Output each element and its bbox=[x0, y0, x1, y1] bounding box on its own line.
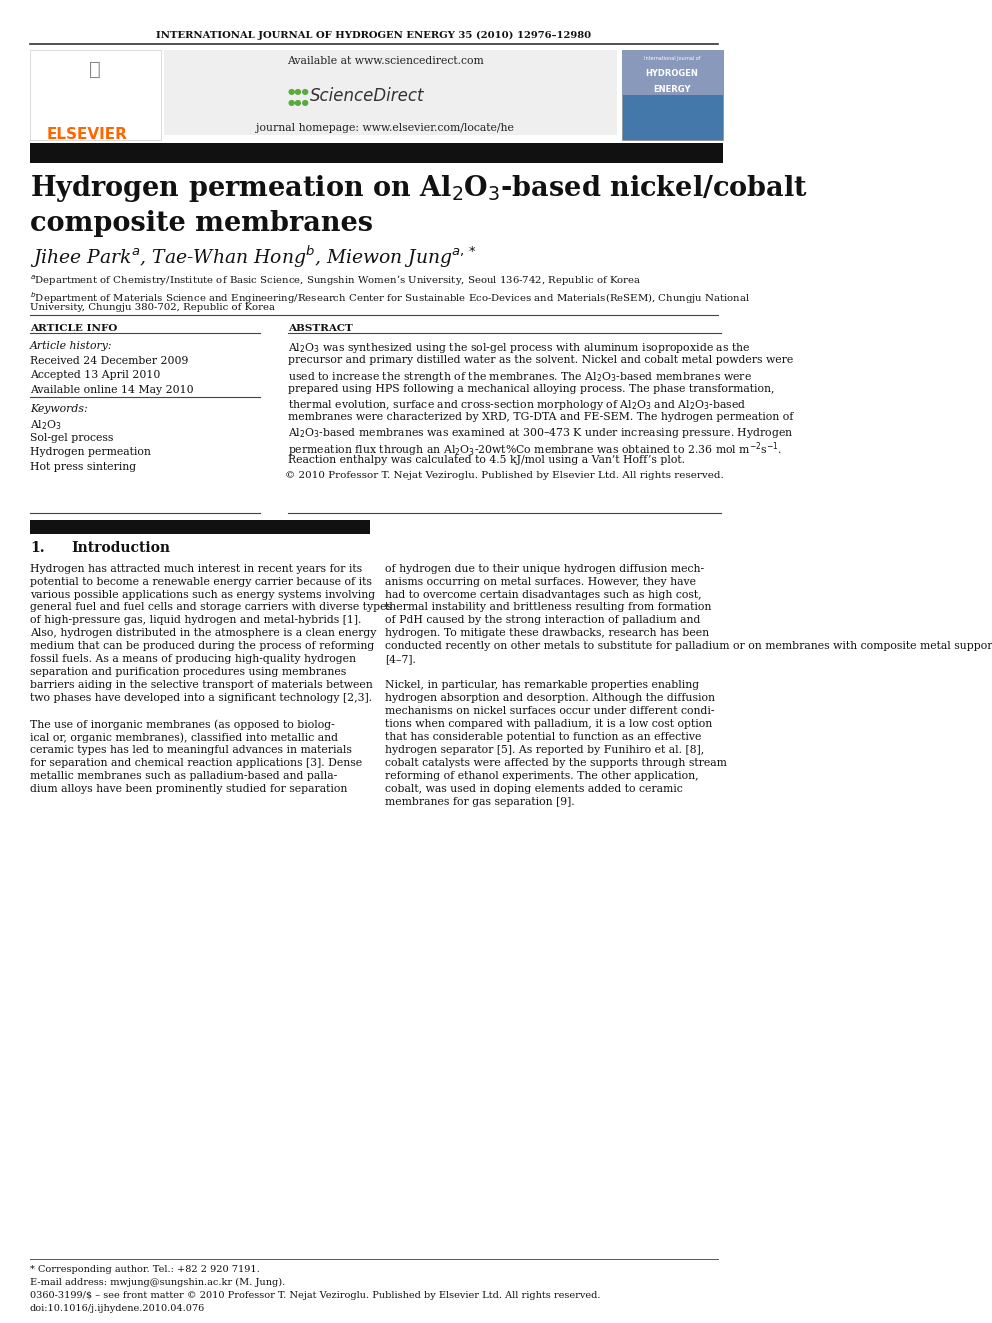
Text: of high-pressure gas, liquid hydrogen and metal-hybrids [1].: of high-pressure gas, liquid hydrogen an… bbox=[30, 615, 361, 626]
Bar bbox=[622, 50, 723, 140]
Text: cobalt, was used in doping elements added to ceramic: cobalt, was used in doping elements adde… bbox=[385, 785, 682, 794]
Bar bbox=[30, 520, 370, 534]
Bar bbox=[30, 143, 723, 163]
Text: Keywords:: Keywords: bbox=[30, 404, 87, 414]
Text: conducted recently on other metals to substitute for palladium or on membranes w: conducted recently on other metals to su… bbox=[385, 642, 992, 651]
Text: had to overcome certain disadvantages such as high cost,: had to overcome certain disadvantages su… bbox=[385, 590, 701, 599]
Text: ARTICLE INFO: ARTICLE INFO bbox=[30, 324, 117, 333]
Text: hydrogen separator [5]. As reported by Funihiro et al. [8],: hydrogen separator [5]. As reported by F… bbox=[385, 745, 704, 755]
Text: barriers aiding in the selective transport of materials between: barriers aiding in the selective transpo… bbox=[30, 680, 373, 691]
Text: ScienceDirect: ScienceDirect bbox=[310, 87, 425, 106]
Text: Introduction: Introduction bbox=[71, 541, 170, 556]
Bar bbox=[30, 50, 161, 140]
Bar bbox=[622, 50, 723, 95]
Text: Nickel, in particular, has remarkable properties enabling: Nickel, in particular, has remarkable pr… bbox=[385, 680, 699, 691]
Text: membranes for gas separation [9].: membranes for gas separation [9]. bbox=[385, 796, 574, 807]
Text: permeation flux through an Al$_2$O$_3$-20wt%Co membrane was obtained to 2.36 mol: permeation flux through an Al$_2$O$_3$-2… bbox=[288, 441, 782, 459]
Text: ical or, organic membranes), classified into metallic and: ical or, organic membranes), classified … bbox=[30, 732, 338, 742]
Text: Al$_2$O$_3$: Al$_2$O$_3$ bbox=[30, 418, 62, 431]
Text: Received 24 December 2009: Received 24 December 2009 bbox=[30, 356, 188, 366]
Text: Hydrogen permeation on Al$_2$O$_3$-based nickel/cobalt: Hydrogen permeation on Al$_2$O$_3$-based… bbox=[30, 173, 807, 204]
Text: University, Chungju 380-702, Republic of Korea: University, Chungju 380-702, Republic of… bbox=[30, 303, 275, 312]
Text: The use of inorganic membranes (as opposed to biolog-: The use of inorganic membranes (as oppos… bbox=[30, 720, 334, 730]
Text: © 2010 Professor T. Nejat Veziroglu. Published by Elsevier Ltd. All rights reser: © 2010 Professor T. Nejat Veziroglu. Pub… bbox=[286, 471, 724, 480]
Text: Reaction enthalpy was calculated to 4.5 kJ/mol using a Van’t Hoff’s plot.: Reaction enthalpy was calculated to 4.5 … bbox=[288, 455, 684, 464]
Text: journal homepage: www.elsevier.com/locate/he: journal homepage: www.elsevier.com/locat… bbox=[256, 123, 514, 134]
Text: HYDROGEN: HYDROGEN bbox=[646, 69, 698, 78]
Text: membranes were characterized by XRD, TG-DTA and FE-SEM. The hydrogen permeation : membranes were characterized by XRD, TG-… bbox=[288, 413, 794, 422]
Text: hydrogen absorption and desorption. Although the diffusion: hydrogen absorption and desorption. Alth… bbox=[385, 693, 715, 704]
Text: Hydrogen permeation: Hydrogen permeation bbox=[30, 447, 151, 458]
Text: ELSEVIER: ELSEVIER bbox=[47, 127, 128, 142]
Text: Also, hydrogen distributed in the atmosphere is a clean energy: Also, hydrogen distributed in the atmosp… bbox=[30, 628, 376, 639]
Text: 🌳: 🌳 bbox=[89, 60, 101, 78]
Text: Sol-gel process: Sol-gel process bbox=[30, 433, 113, 443]
Text: thermal instability and brittleness resulting from formation: thermal instability and brittleness resu… bbox=[385, 602, 711, 613]
Text: of PdH caused by the strong interaction of palladium and: of PdH caused by the strong interaction … bbox=[385, 615, 700, 626]
Text: ENERGY: ENERGY bbox=[654, 85, 690, 94]
Text: Jihee Park$^a$, Tae-Whan Hong$^b$, Miewon Jung$^{a,*}$: Jihee Park$^a$, Tae-Whan Hong$^b$, Miewo… bbox=[30, 243, 477, 270]
Text: $^a$Department of Chemistry/Institute of Basic Science, Sungshin Women’s Univers: $^a$Department of Chemistry/Institute of… bbox=[30, 274, 641, 288]
Text: E-mail address: mwjung@sungshin.ac.kr (M. Jung).: E-mail address: mwjung@sungshin.ac.kr (M… bbox=[30, 1278, 285, 1287]
Text: general fuel and fuel cells and storage carriers with diverse types: general fuel and fuel cells and storage … bbox=[30, 602, 392, 613]
Text: Article history:: Article history: bbox=[30, 341, 112, 352]
Text: metallic membranes such as palladium-based and palla-: metallic membranes such as palladium-bas… bbox=[30, 771, 337, 781]
Text: that has considerable potential to function as an effective: that has considerable potential to funct… bbox=[385, 732, 701, 742]
Text: Available at www.sciencedirect.com: Available at www.sciencedirect.com bbox=[287, 56, 483, 66]
Text: for separation and chemical reaction applications [3]. Dense: for separation and chemical reaction app… bbox=[30, 758, 362, 769]
Text: Al$_2$O$_3$ was synthesized using the sol-gel process with aluminum isopropoxide: Al$_2$O$_3$ was synthesized using the so… bbox=[288, 341, 751, 356]
Text: mechanisms on nickel surfaces occur under different condi-: mechanisms on nickel surfaces occur unde… bbox=[385, 706, 714, 716]
Text: precursor and primary distilled water as the solvent. Nickel and cobalt metal po: precursor and primary distilled water as… bbox=[288, 356, 793, 365]
Text: International Journal of: International Journal of bbox=[644, 56, 700, 61]
Text: potential to become a renewable energy carrier because of its: potential to become a renewable energy c… bbox=[30, 577, 372, 586]
Text: anisms occurring on metal surfaces. However, they have: anisms occurring on metal surfaces. Howe… bbox=[385, 577, 696, 586]
Text: Hydrogen has attracted much interest in recent years for its: Hydrogen has attracted much interest in … bbox=[30, 564, 362, 574]
Text: * Corresponding author. Tel.: +82 2 920 7191.: * Corresponding author. Tel.: +82 2 920 … bbox=[30, 1265, 260, 1274]
Text: Available online 14 May 2010: Available online 14 May 2010 bbox=[30, 385, 193, 396]
Text: ABSTRACT: ABSTRACT bbox=[288, 324, 352, 333]
Text: Accepted 13 April 2010: Accepted 13 April 2010 bbox=[30, 370, 161, 381]
Text: two phases have developed into a significant technology [2,3].: two phases have developed into a signifi… bbox=[30, 693, 372, 704]
Text: ceramic types has led to meaningful advances in materials: ceramic types has led to meaningful adva… bbox=[30, 745, 352, 755]
Text: 0360-3199/$ – see front matter © 2010 Professor T. Nejat Veziroglu. Published by: 0360-3199/$ – see front matter © 2010 Pr… bbox=[30, 1291, 600, 1301]
Text: various possible applications such as energy systems involving: various possible applications such as en… bbox=[30, 590, 375, 599]
Text: 1.: 1. bbox=[30, 541, 45, 556]
Text: of hydrogen due to their unique hydrogen diffusion mech-: of hydrogen due to their unique hydrogen… bbox=[385, 564, 704, 574]
Text: cobalt catalysts were affected by the supports through stream: cobalt catalysts were affected by the su… bbox=[385, 758, 727, 769]
Text: dium alloys have been prominently studied for separation: dium alloys have been prominently studie… bbox=[30, 785, 347, 794]
Text: separation and purification procedures using membranes: separation and purification procedures u… bbox=[30, 667, 346, 677]
Text: prepared using HPS following a mechanical alloying process. The phase transforma: prepared using HPS following a mechanica… bbox=[288, 384, 775, 394]
Text: $^b$Department of Materials Science and Engineering/Research Center for Sustaina: $^b$Department of Materials Science and … bbox=[30, 290, 750, 306]
Text: doi:10.1016/j.ijhydene.2010.04.076: doi:10.1016/j.ijhydene.2010.04.076 bbox=[30, 1304, 205, 1314]
Text: hydrogen. To mitigate these drawbacks, research has been: hydrogen. To mitigate these drawbacks, r… bbox=[385, 628, 709, 639]
Text: Al$_2$O$_3$-based membranes was examined at 300–473 K under increasing pressure.: Al$_2$O$_3$-based membranes was examined… bbox=[288, 426, 794, 441]
Text: medium that can be produced during the process of reforming: medium that can be produced during the p… bbox=[30, 642, 374, 651]
Text: used to increase the strength of the membranes. The Al$_2$O$_3$-based membranes : used to increase the strength of the mem… bbox=[288, 369, 752, 384]
Text: thermal evolution, surface and cross-section morphology of Al$_2$O$_3$ and Al$_2: thermal evolution, surface and cross-sec… bbox=[288, 398, 746, 411]
Text: fossil fuels. As a means of producing high-quality hydrogen: fossil fuels. As a means of producing hi… bbox=[30, 655, 356, 664]
Text: tions when compared with palladium, it is a low cost option: tions when compared with palladium, it i… bbox=[385, 720, 712, 729]
Text: [4–7].: [4–7]. bbox=[385, 655, 416, 664]
Text: reforming of ethanol experiments. The other application,: reforming of ethanol experiments. The ot… bbox=[385, 771, 698, 781]
Text: Hot press sintering: Hot press sintering bbox=[30, 462, 136, 472]
Text: INTERNATIONAL JOURNAL OF HYDROGEN ENERGY 35 (2010) 12976–12980: INTERNATIONAL JOURNAL OF HYDROGEN ENERGY… bbox=[157, 30, 591, 40]
Text: composite membranes: composite membranes bbox=[30, 210, 373, 237]
Text: ●●●
●●●: ●●● ●●● bbox=[288, 87, 310, 107]
Bar bbox=[165, 50, 617, 135]
